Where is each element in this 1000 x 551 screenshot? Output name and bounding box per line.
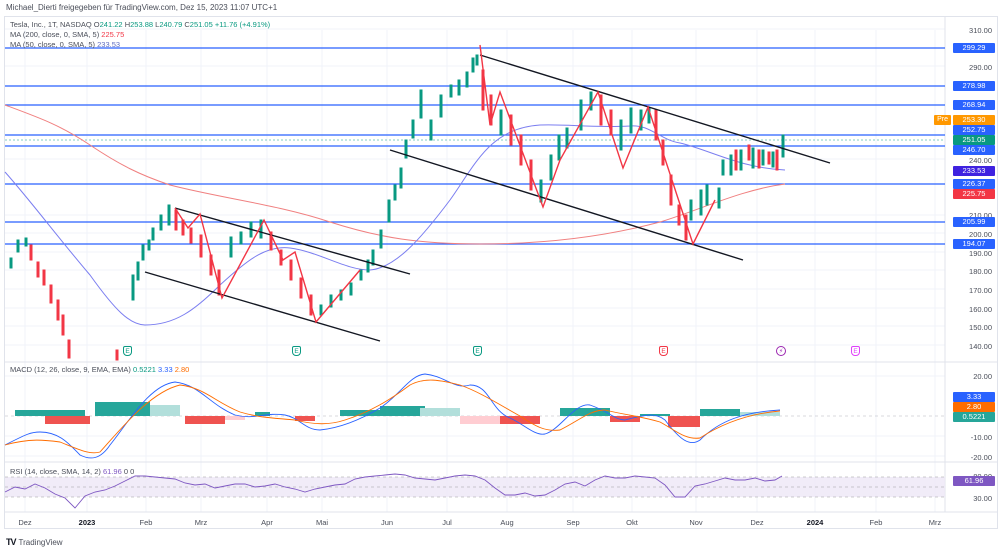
ma50-value: 233.53 (97, 40, 121, 49)
rsi-value: 61.96 (102, 467, 122, 476)
rsi-line (4, 473, 783, 509)
earnings-event-icon[interactable]: E (473, 346, 482, 356)
zigzag-wave-2[interactable] (479, 44, 716, 246)
price-tick: 210.00 (969, 211, 992, 220)
rsi-tick: 30.00 (973, 494, 992, 503)
time-tick: Jun (380, 518, 394, 527)
price-tick: 170.00 (969, 286, 992, 295)
change-value: +11.76 (+4.91%) (214, 20, 271, 29)
ma200-legend[interactable]: MA (200, close, 0, SMA, 5) 225.75 (10, 30, 125, 39)
time-tick: Dez (750, 518, 764, 527)
shared-by-caption: Michael_Dierti freigegeben für TradingVi… (6, 3, 278, 12)
ma200-tag: 225.75 (953, 189, 995, 199)
time-tick: Feb (139, 518, 153, 527)
time-tick: Sep (566, 518, 580, 527)
rsi-legend[interactable]: RSI (14, close, SMA, 14, 2) 61.96 0 0 (10, 467, 135, 476)
ma50-tag: 233.53 (953, 166, 995, 176)
time-tick: Okt (626, 518, 638, 527)
candlesticks (9, 54, 785, 361)
tradingview-logo-icon: TV (6, 537, 16, 547)
macd-histogram (15, 402, 780, 427)
earnings-event-icon[interactable]: E (292, 346, 301, 356)
price-tick: 190.00 (969, 249, 992, 258)
macd-line-value: 3.33 (158, 365, 173, 374)
open-value: 241.22 (99, 20, 123, 29)
earnings-event-icon[interactable]: E (659, 346, 668, 356)
time-tick: Feb (869, 518, 883, 527)
pre-market-label: Pre (934, 115, 951, 125)
price-tick: 160.00 (969, 305, 992, 314)
time-tick: Mrz (194, 518, 208, 527)
macd-hist-tag: 0.5221 (953, 412, 995, 422)
level-tag[interactable]: 268.94 (953, 100, 995, 110)
level-tag[interactable]: 205.99 (953, 217, 995, 227)
pre-market-tag: 253.30 (953, 115, 995, 125)
time-tick: 2023 (78, 518, 96, 527)
time-tick: Mrz (928, 518, 942, 527)
time-tick: Nov (689, 518, 703, 527)
time-tick: Apr (261, 518, 273, 527)
price-legend[interactable]: Tesla, Inc., 1T, NASDAQ O241.22 H253.88 … (10, 20, 271, 29)
footer: TV TradingView (6, 537, 63, 547)
price-tick: 240.00 (969, 156, 992, 165)
high-value: 253.88 (130, 20, 154, 29)
low-value: 240.79 (159, 20, 183, 29)
level-tag[interactable]: 246.70 (953, 145, 995, 155)
macd-signal-value: 2.80 (174, 365, 190, 374)
time-tick: Dez (18, 518, 32, 527)
time-tick: Mai (315, 518, 329, 527)
price-tick: 200.00 (969, 230, 992, 239)
price-tick: 140.00 (969, 342, 992, 351)
ma200-value: 225.75 (101, 30, 125, 39)
macd-tick: -10.00 (970, 433, 992, 442)
price-tick: 290.00 (969, 63, 992, 72)
time-tick: 2024 (806, 518, 824, 527)
rsi-tag: 61.96 (953, 476, 995, 486)
horizontal-levels[interactable] (5, 47, 945, 245)
future-earnings-event-icon[interactable]: E (851, 346, 860, 356)
grid (5, 28, 945, 512)
ma50-line (4, 124, 786, 326)
brand-name: TradingView (18, 537, 63, 547)
time-tick: Aug (500, 518, 514, 527)
chart-frame (4, 16, 998, 529)
level-tag[interactable]: 194.07 (953, 239, 995, 249)
ma50-legend[interactable]: MA (50, close, 0, SMA, 5) 233.53 (10, 40, 121, 49)
price-tick: 180.00 (969, 267, 992, 276)
macd-signal-tag: 2.80 (953, 402, 995, 412)
earnings-event-icon[interactable]: E (123, 346, 132, 356)
last-price-tag: 251.05 (953, 135, 995, 145)
price-tick: 150.00 (969, 323, 992, 332)
macd-line (4, 373, 781, 459)
level-tag[interactable]: 299.29 (953, 43, 995, 53)
level-tag[interactable]: 278.98 (953, 81, 995, 91)
level-tag[interactable]: 252.75 (953, 125, 995, 135)
symbol-name: Tesla, Inc., 1T, NASDAQ (10, 20, 92, 29)
macd-signal-line (4, 379, 781, 454)
channel-trendlines[interactable] (144, 54, 831, 342)
time-tick: Jul (442, 518, 452, 527)
price-tick: 310.00 (969, 26, 992, 35)
macd-line-tag: 3.33 (953, 392, 995, 402)
macd-tick: 20.00 (973, 372, 992, 381)
level-tag[interactable]: 226.37 (953, 179, 995, 189)
macd-hist-value: 0.5221 (132, 365, 156, 374)
macd-tick: -20.00 (970, 453, 992, 462)
ma200-line (4, 104, 786, 245)
close-value: 251.05 (189, 20, 213, 29)
zigzag-wave[interactable] (174, 207, 361, 324)
split-event-icon[interactable]: ⚡ (776, 346, 786, 356)
macd-legend[interactable]: MACD (12, 26, close, 9, EMA, EMA) 0.5221… (10, 365, 190, 374)
